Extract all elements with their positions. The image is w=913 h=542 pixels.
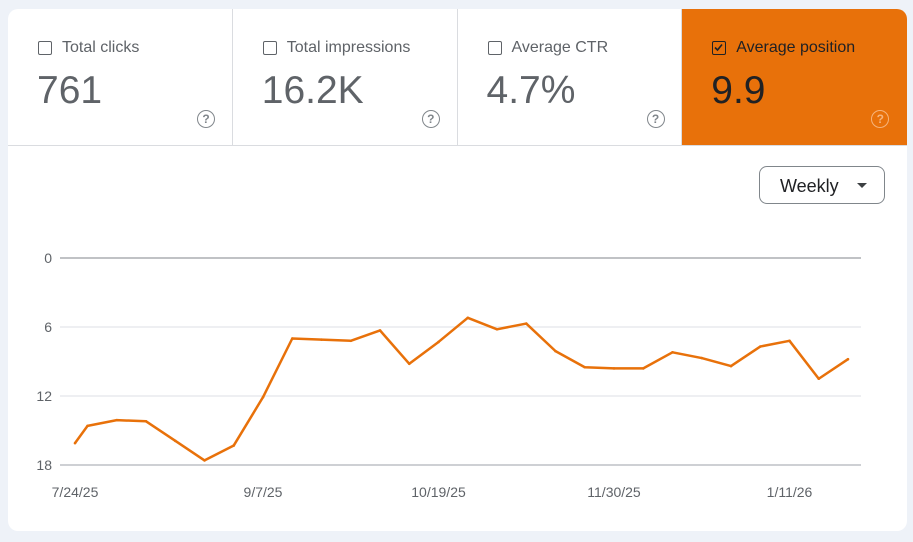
metric-label: Total impressions (286, 39, 411, 56)
checkbox[interactable] (38, 41, 52, 55)
data-point (524, 322, 528, 325)
data-point (378, 329, 382, 332)
data-point (583, 365, 587, 369)
data-point (641, 367, 645, 370)
data-point (86, 424, 89, 428)
granularity-value: Weekly (780, 176, 839, 196)
metric-card-total-impressions[interactable]: Total impressions 16.2K ? (233, 9, 458, 145)
series-line (73, 316, 849, 462)
help-icon[interactable]: ? (197, 110, 215, 128)
metric-card-average-position[interactable]: Average position 9.9 ? (682, 9, 907, 145)
data-point (846, 357, 850, 361)
help-icon[interactable]: ? (646, 110, 665, 128)
metric-card-average-ctr[interactable]: Average CTR 4.7% ? (458, 9, 683, 145)
x-tick-label: 7/24/25 (52, 484, 99, 500)
data-point (349, 339, 353, 343)
granularity-dropdown[interactable]: Weekly (759, 166, 885, 204)
metric-label: Total clicks (62, 39, 140, 56)
data-point (758, 345, 762, 348)
data-point (144, 420, 148, 423)
x-tick-label: 9/7/25 (244, 484, 283, 500)
performance-panel: Total clicks 761 ? Total impressions 16.… (8, 9, 907, 531)
data-point (232, 444, 236, 447)
data-point (115, 418, 119, 422)
position-line-chart: 0 6 12 187/24/25 9/7/25 10/19/25 11/30/25 1/11/… (36, 250, 861, 500)
data-point (700, 356, 704, 360)
checkbox[interactable] (262, 41, 277, 55)
data-point (554, 349, 557, 353)
x-tick-label: 1/11/26 (767, 484, 813, 500)
metric-value: 761 (37, 69, 103, 112)
data-point (73, 441, 77, 445)
checkbox[interactable] (487, 41, 502, 55)
data-point (495, 328, 499, 331)
metric-value: 9.9 (711, 69, 766, 112)
data-point (671, 351, 674, 354)
data-point (437, 340, 440, 344)
data-point (203, 459, 206, 462)
y-tick-label: 0 (44, 250, 52, 266)
data-point (407, 362, 411, 366)
metric-label: Average position (736, 39, 856, 56)
data-point (788, 339, 791, 343)
x-tick-label: 10/19/25 (411, 484, 466, 500)
metric-card-total-clicks[interactable]: Total clicks 761 ? (8, 9, 233, 145)
metric-value: 16.2K (261, 69, 364, 112)
data-point (320, 338, 323, 341)
help-icon[interactable]: ? (871, 110, 890, 128)
checkbox[interactable] (712, 41, 727, 55)
data-point (290, 337, 294, 340)
data-point (173, 439, 177, 443)
x-tick-label: 11/30/25 (587, 484, 641, 500)
metric-label: Average CTR (511, 39, 609, 56)
dropdown-arrow-icon (857, 183, 867, 188)
data-point (817, 377, 821, 381)
data-point (466, 316, 470, 320)
data-point (261, 395, 265, 399)
y-tick-label: 6 (44, 319, 52, 335)
help-icon[interactable]: ? (421, 110, 440, 128)
metric-cards: Total clicks 761 ? Total impressions 16.… (8, 9, 907, 146)
data-point (729, 364, 733, 368)
y-tick-label: 18 (36, 457, 52, 473)
data-point (612, 367, 616, 370)
y-tick-label: 12 (36, 388, 52, 404)
check-icon (714, 43, 723, 52)
metric-value: 4.7% (486, 69, 576, 112)
